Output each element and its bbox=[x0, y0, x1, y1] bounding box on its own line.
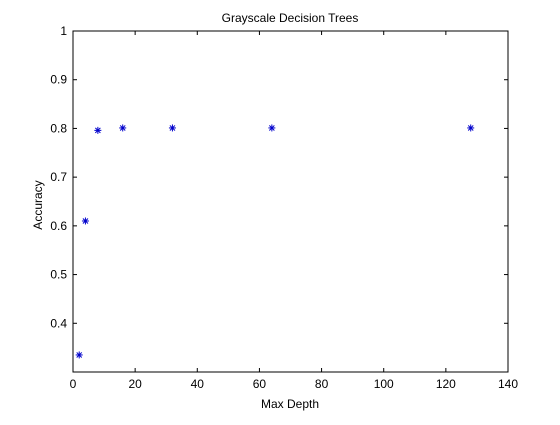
y-tick-label: 0.9 bbox=[50, 73, 67, 87]
x-tick-label: 100 bbox=[374, 377, 394, 391]
data-point bbox=[268, 124, 275, 131]
y-tick-label: 1 bbox=[60, 24, 67, 38]
x-tick-label: 0 bbox=[70, 377, 77, 391]
data-point bbox=[76, 351, 83, 358]
x-tick-label: 20 bbox=[128, 377, 142, 391]
data-point bbox=[82, 217, 89, 224]
y-tick-label: 0.5 bbox=[50, 268, 67, 282]
data-point bbox=[119, 124, 126, 131]
x-tick-label: 140 bbox=[498, 377, 518, 391]
data-point bbox=[467, 124, 474, 131]
x-tick-label: 80 bbox=[315, 377, 329, 391]
y-tick-label: 0.8 bbox=[50, 121, 67, 135]
x-tick-label: 60 bbox=[253, 377, 267, 391]
plot-area bbox=[73, 31, 508, 372]
x-tick-label: 120 bbox=[436, 377, 456, 391]
data-point bbox=[169, 124, 176, 131]
y-axis-title: Accuracy bbox=[31, 180, 45, 229]
y-tick-label: 0.6 bbox=[50, 219, 67, 233]
x-tick-label: 40 bbox=[191, 377, 205, 391]
y-tick-label: 0.4 bbox=[50, 316, 67, 330]
chart-title: Grayscale Decision Trees bbox=[222, 11, 359, 25]
data-point bbox=[94, 127, 101, 134]
x-axis-title: Max Depth bbox=[261, 397, 319, 411]
y-tick-label: 0.7 bbox=[50, 170, 67, 184]
